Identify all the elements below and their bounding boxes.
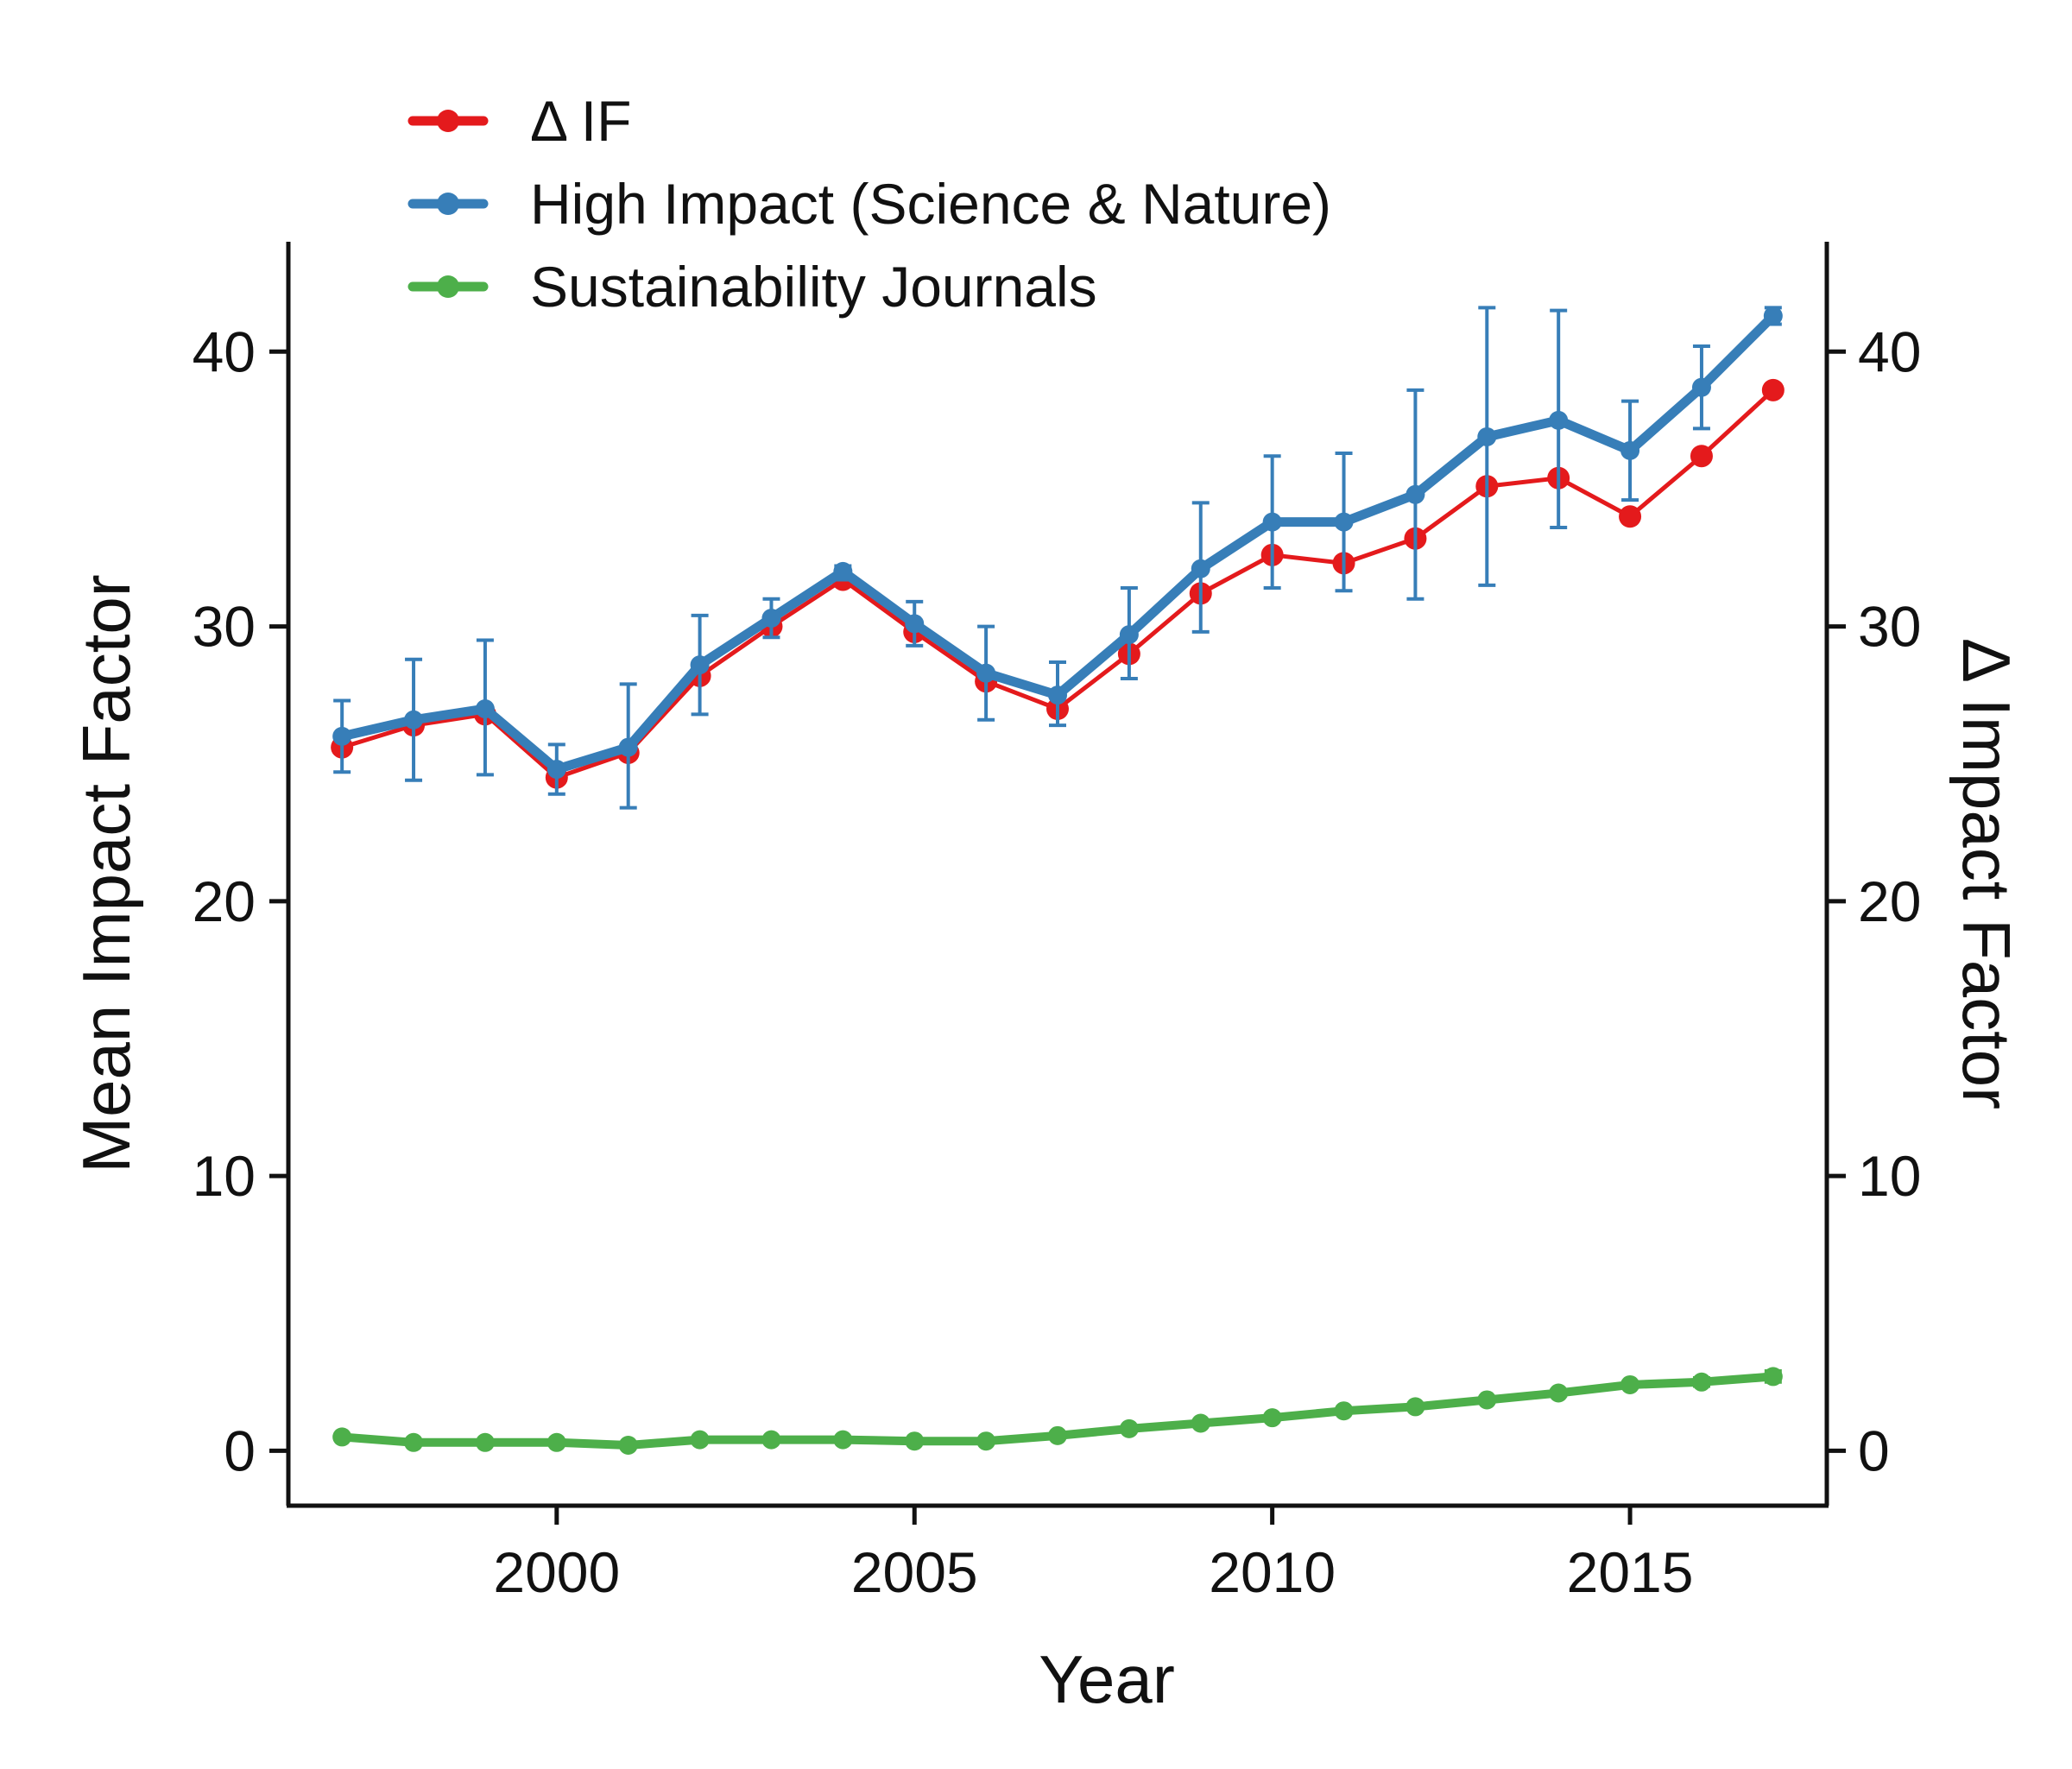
data-point [1334, 1401, 1354, 1421]
left-y-axis-title: Mean Impact Factor [68, 574, 144, 1173]
right-y-tick-label: 20 [1858, 869, 1921, 933]
data-point [1119, 1418, 1139, 1438]
data-point [905, 1431, 925, 1451]
series-2 [332, 1367, 1783, 1455]
x-axis-title: Year [1039, 1641, 1175, 1717]
x-tick-label: 2010 [1209, 1540, 1336, 1604]
ticks: 0 0 10 10 20 20 30 30 40 40 2000 2005 2010 2015 [193, 319, 1922, 1604]
left-y-tick-label: 30 [193, 595, 256, 659]
data-point [1690, 445, 1713, 468]
data-point [404, 710, 424, 730]
data-point [833, 1430, 853, 1450]
data-point [761, 1430, 781, 1450]
data-point [618, 1435, 638, 1455]
x-tick-label: 2005 [851, 1540, 978, 1604]
x-tick-label: 2000 [493, 1540, 620, 1604]
data-point [1334, 512, 1354, 532]
data-point [332, 1427, 352, 1447]
right-y-tick-label: 40 [1858, 319, 1921, 383]
legend-label: Δ IF [530, 89, 631, 153]
legend-label: Sustainability Journals [530, 255, 1097, 319]
legend-swatch-marker [437, 193, 459, 215]
series-0 [331, 378, 1785, 789]
data-point [690, 1430, 710, 1450]
legend-swatch-marker [437, 275, 459, 298]
series-layer [331, 306, 1785, 1455]
data-point [976, 1431, 996, 1451]
data-point [1406, 484, 1425, 504]
data-point [1763, 306, 1783, 325]
left-y-tick-label: 20 [193, 869, 256, 933]
data-point [1477, 1390, 1497, 1410]
data-point [546, 1432, 566, 1452]
x-tick-label: 2015 [1567, 1540, 1694, 1604]
data-point [1048, 685, 1067, 705]
data-point [1191, 559, 1210, 578]
data-point [475, 699, 495, 719]
data-point [1691, 377, 1711, 397]
data-point [618, 737, 638, 757]
data-point [1549, 1383, 1569, 1403]
right-y-tick-label: 10 [1858, 1144, 1921, 1208]
right-y-tick-label: 0 [1858, 1418, 1890, 1482]
data-point [1620, 440, 1640, 460]
data-point [546, 760, 566, 780]
data-point [905, 614, 925, 634]
data-point [1620, 1374, 1640, 1394]
left-y-tick-label: 40 [193, 319, 256, 383]
data-point [404, 1432, 424, 1452]
data-point [1761, 378, 1785, 401]
legend-swatch-marker [437, 110, 459, 132]
data-point [1191, 1413, 1210, 1433]
right-y-axis-title: Δ Impact Factor [1949, 638, 2025, 1109]
data-point [1619, 505, 1642, 528]
data-point [1262, 1408, 1282, 1428]
left-y-tick-label: 10 [193, 1144, 256, 1208]
data-point [690, 655, 710, 675]
data-point [1549, 410, 1569, 430]
data-point [475, 1432, 495, 1452]
series-1 [332, 306, 1783, 810]
data-point [833, 561, 853, 581]
data-point [1048, 1425, 1067, 1445]
data-point [1262, 512, 1282, 532]
data-point [1477, 426, 1497, 446]
legend-label: High Impact (Science & Nature) [530, 172, 1331, 236]
data-point [976, 663, 996, 683]
data-point [332, 726, 352, 746]
legend: Δ IF High Impact (Science & Nature) Sustai… [407, 89, 1331, 319]
data-point [1406, 1397, 1425, 1417]
data-point [1119, 625, 1139, 645]
left-y-tick-label: 0 [224, 1418, 256, 1482]
data-point [1691, 1372, 1711, 1392]
axes [286, 242, 1829, 1508]
data-point [1763, 1367, 1783, 1387]
data-point [761, 609, 781, 629]
right-y-tick-label: 30 [1858, 595, 1921, 659]
